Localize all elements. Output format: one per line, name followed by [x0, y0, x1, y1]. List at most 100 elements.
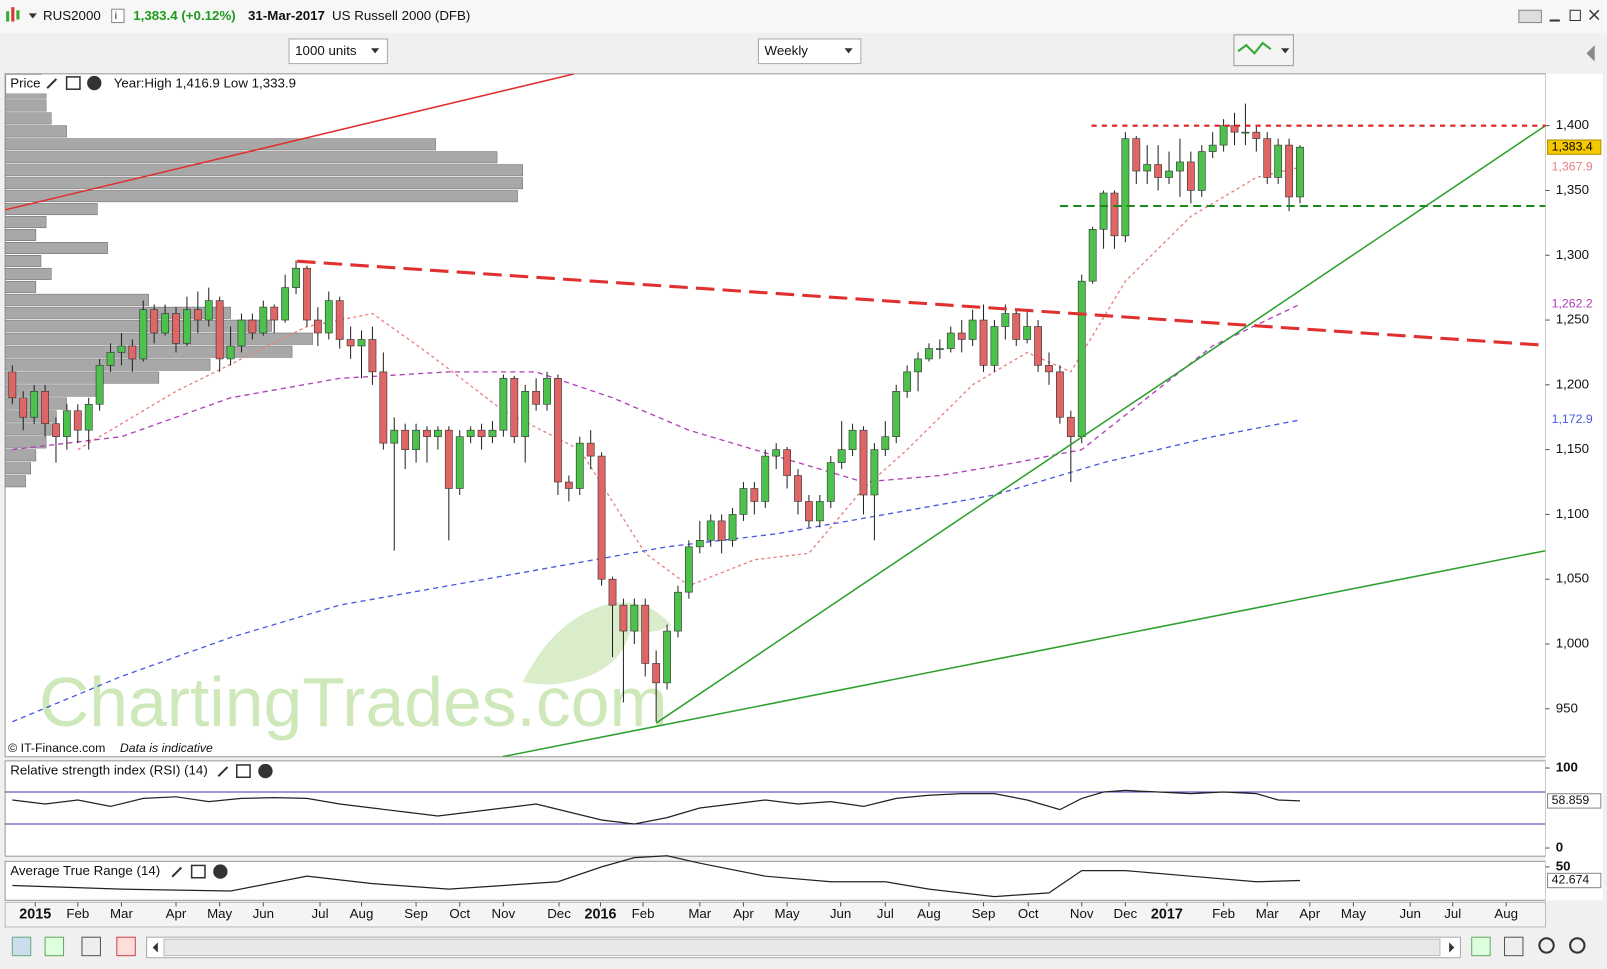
candle-body	[423, 429, 431, 437]
tool-button[interactable]	[81, 936, 101, 957]
window-icon[interactable]	[235, 764, 251, 779]
candle-body	[1219, 125, 1228, 146]
candle-body	[914, 358, 922, 373]
x-tick-label: Jun	[1399, 906, 1420, 921]
close-icon[interactable]	[213, 864, 228, 879]
x-tick-label: Mar	[1256, 906, 1279, 921]
keyboard-button[interactable]	[1518, 9, 1542, 24]
dropdown-arrow	[1281, 48, 1290, 54]
bottom-toolbar	[11, 936, 1586, 959]
candle-body	[641, 604, 650, 664]
scroll-left[interactable]	[152, 942, 158, 953]
candle-body	[1165, 170, 1173, 178]
candle-body	[684, 546, 693, 593]
volume-profile-bar	[5, 306, 231, 319]
candle-body	[335, 300, 344, 340]
symbol: RUS2000	[43, 8, 101, 23]
info-button[interactable]	[111, 8, 125, 24]
candle-body	[848, 429, 857, 450]
volume-profile-bar	[5, 242, 108, 254]
candle-body	[881, 436, 890, 450]
x-tick-label: Feb	[1212, 906, 1235, 921]
zoom-out[interactable]	[1538, 937, 1555, 954]
candle-body	[783, 449, 791, 476]
candle-body	[1088, 229, 1097, 282]
candle-body	[1045, 365, 1053, 373]
candle-body	[761, 455, 770, 502]
candle-body	[1241, 131, 1250, 134]
value-badge-label: 58.859	[1552, 793, 1590, 807]
settings-icon[interactable]	[46, 78, 58, 89]
value-badge	[1547, 793, 1602, 809]
scroll-right[interactable]	[1449, 942, 1455, 953]
x-tick-label: Feb	[632, 906, 655, 921]
candle-body	[193, 309, 202, 321]
candle-body	[728, 514, 737, 541]
value-badge	[1547, 412, 1601, 428]
panel-icons	[217, 763, 273, 779]
window-icon[interactable]	[65, 76, 81, 90]
candle-body	[1230, 125, 1239, 133]
rsi-header	[6, 761, 279, 781]
candle-body	[554, 378, 562, 483]
candle-body	[237, 319, 246, 347]
tool-button[interactable]	[116, 936, 136, 957]
volume-profile-bar	[5, 177, 523, 190]
y-tick-label: 1,350	[1556, 182, 1589, 197]
tool-button[interactable]	[44, 936, 65, 957]
candle-body	[739, 488, 748, 515]
volume-profile-bar	[5, 384, 98, 397]
indicator-line	[12, 789, 1301, 825]
maximize-button[interactable]	[1569, 9, 1581, 22]
candle-body	[455, 436, 464, 489]
candle-body	[292, 267, 300, 288]
x-tick-label: 2017	[1151, 906, 1183, 922]
candle-body	[95, 365, 104, 405]
period-dropdown[interactable]	[757, 38, 862, 65]
candle-body	[444, 429, 453, 489]
x-tick-label: Jul	[312, 906, 329, 921]
settings-icon[interactable]	[171, 866, 183, 878]
settings-icon[interactable]	[217, 766, 229, 777]
side-panel-toggle[interactable]	[1586, 45, 1595, 62]
value-badge	[1547, 160, 1601, 175]
panel-icons	[46, 75, 102, 91]
moving-average	[12, 419, 1301, 723]
y-tick-label: 1,300	[1556, 247, 1589, 262]
close-button[interactable]	[1589, 9, 1600, 21]
volume-profile-bar	[5, 449, 37, 462]
close-icon[interactable]	[258, 763, 273, 779]
tool-button[interactable]	[1471, 936, 1491, 957]
tool-button[interactable]	[11, 936, 32, 957]
candle-body	[466, 429, 475, 437]
zoom-in[interactable]	[1569, 937, 1586, 954]
candle-body	[1285, 144, 1293, 198]
y-tick-label: 1,150	[1556, 441, 1589, 456]
scroll-thumb[interactable]	[163, 938, 1441, 957]
candle-body	[1176, 161, 1184, 172]
x-tick-label: Oct	[1018, 906, 1039, 921]
window-icon[interactable]	[190, 864, 206, 879]
candle-body	[226, 345, 235, 360]
symbol-dropdown[interactable]	[28, 13, 37, 19]
candle-body	[1154, 164, 1163, 178]
candle-body	[903, 371, 912, 392]
candle-body	[52, 423, 60, 437]
candle-body	[139, 309, 148, 360]
candle-body	[674, 591, 682, 632]
x-tick-label: Dec	[547, 906, 571, 921]
candle-body	[204, 300, 213, 321]
units-dropdown[interactable]	[288, 38, 388, 65]
atr-panel	[4, 860, 1547, 901]
candle-body	[892, 391, 901, 437]
x-tick-label: Aug	[350, 906, 374, 921]
volume-profile-bar	[5, 319, 272, 332]
close-icon[interactable]	[87, 75, 102, 91]
candle-body	[663, 630, 671, 684]
candle-body	[172, 313, 180, 344]
tool-button[interactable]	[1504, 936, 1524, 957]
candle-body	[946, 332, 955, 349]
candle-body	[1186, 161, 1195, 191]
y-tick-label: 1,050	[1556, 571, 1589, 586]
